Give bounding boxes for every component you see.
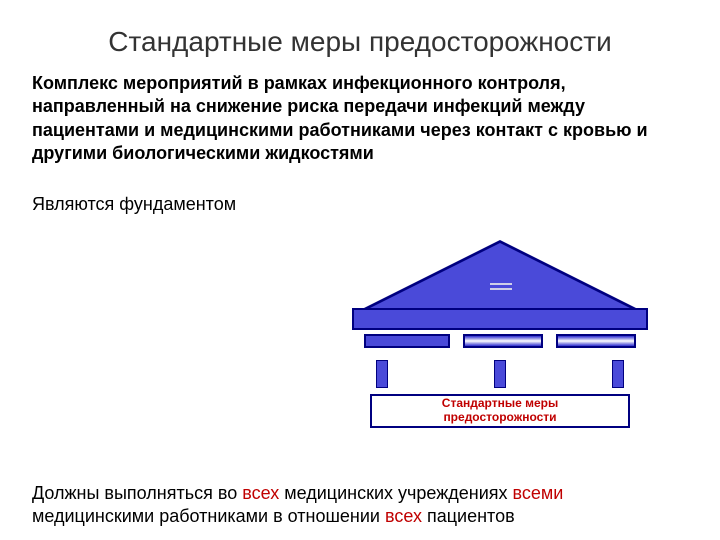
pillar-3 <box>612 360 624 388</box>
house-diagram: Стандартные меры предосторожности <box>330 240 670 450</box>
lintel-2 <box>463 334 543 348</box>
lintel-1 <box>364 334 450 348</box>
foundation-box: Стандартные меры предосторожности <box>370 394 630 428</box>
subline-text: Являются фундаментом <box>32 194 688 215</box>
definition-text: Комплекс мероприятий в рамках инфекционн… <box>32 72 688 166</box>
pillar-1 <box>376 360 388 388</box>
roof-fill <box>366 243 634 310</box>
pillar-2 <box>494 360 506 388</box>
roof-accent-lines <box>490 280 512 294</box>
pillars-row <box>376 360 624 388</box>
slide-title: Стандартные меры предосторожности <box>32 26 688 58</box>
lintel-row <box>364 334 636 348</box>
entablature-bar <box>352 308 648 330</box>
lintel-3 <box>556 334 636 348</box>
bottom-text: Должны выполняться во всех медицинских у… <box>32 482 688 529</box>
foundation-label: Стандартные меры предосторожности <box>442 397 558 425</box>
